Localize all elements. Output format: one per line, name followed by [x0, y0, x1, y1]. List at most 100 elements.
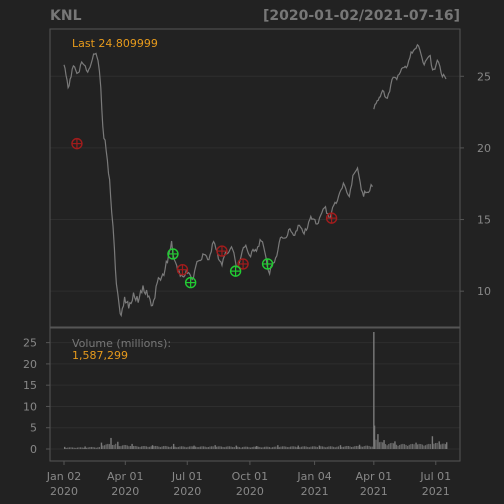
volume-bar [111, 444, 114, 449]
volume-bar [346, 445, 348, 449]
volume-bar [190, 446, 192, 449]
x-tick-year-label: 2020 [111, 485, 139, 498]
volume-bar [248, 447, 250, 449]
volume-bar [299, 447, 301, 449]
volume-bar [75, 447, 77, 449]
volume-bar [90, 446, 93, 449]
volume-bar [214, 445, 216, 449]
volume-bar [216, 446, 218, 449]
volume-bar [440, 444, 442, 449]
volume-bar [238, 447, 240, 449]
volume-bar [115, 443, 117, 449]
volume-bar [391, 442, 393, 449]
volume-bar [329, 446, 332, 449]
volume-bar [378, 442, 381, 449]
volume-bar [254, 446, 256, 449]
volume-bar [156, 446, 158, 449]
volume-bar [210, 446, 213, 449]
volume-bar [193, 445, 195, 449]
volume-bar [259, 446, 261, 449]
volume-bar [436, 442, 438, 449]
volume-bar [321, 446, 324, 449]
volume-y-axis: 0 5 10 15 20 25 [23, 337, 50, 456]
volume-bar [139, 446, 141, 449]
volume-bar [278, 447, 280, 449]
volume-bar [125, 444, 127, 449]
volume-bar [212, 446, 214, 449]
volume-bar [83, 447, 85, 449]
volume-bar [318, 445, 321, 449]
volume-bar [320, 446, 322, 449]
price-panel [49, 28, 461, 328]
volume-bar [424, 445, 427, 449]
volume-bar [240, 447, 242, 449]
volume-value-label: 1,587,299 [72, 349, 128, 362]
volume-bar [444, 444, 447, 449]
volume-bar [270, 447, 272, 449]
volume-bar [182, 446, 184, 449]
volume-bar [300, 446, 302, 449]
volume-bar [373, 425, 376, 449]
volume-bar [371, 446, 373, 449]
x-tick-label: Jul 01 [419, 470, 451, 483]
volume-bar [225, 446, 227, 449]
volume-bar [334, 447, 336, 449]
volume-bar [288, 447, 290, 449]
volume-bar [433, 443, 435, 449]
volume-tick-label: 15 [23, 379, 37, 392]
volume-bar [408, 444, 410, 449]
volume-bar [100, 442, 103, 449]
volume-bar [358, 444, 361, 449]
volume-bar [373, 332, 375, 449]
volume-bar [418, 443, 420, 449]
volume-bar [220, 446, 223, 449]
x-tick-year-label: 2021 [360, 485, 388, 498]
price-tick-label: 10 [477, 285, 491, 298]
volume-bar [283, 446, 285, 449]
volume-bar [142, 445, 144, 449]
volume-bar [392, 443, 395, 449]
volume-bar [366, 445, 369, 449]
volume-bar [337, 446, 340, 449]
volume-bar [98, 447, 101, 449]
volume-bar [166, 446, 168, 449]
volume-bar [137, 446, 140, 449]
volume-bar [303, 446, 306, 449]
volume-bar [291, 446, 293, 449]
volume-bar [296, 447, 298, 449]
volume-bar [95, 447, 97, 449]
volume-bar [260, 447, 263, 449]
volume-bar [350, 446, 353, 449]
volume-tick-label: 20 [23, 358, 37, 371]
x-tick-year-label: 2020 [50, 485, 78, 498]
volume-bar [383, 440, 385, 449]
volume-bar [187, 446, 189, 449]
volume-bar [72, 447, 74, 449]
volume-bar [415, 442, 417, 449]
volume-bar [163, 446, 165, 449]
volume-bar [196, 447, 198, 449]
volume-bar [206, 447, 208, 449]
volume-tick-label: 0 [30, 443, 37, 456]
volume-bar [421, 444, 423, 449]
x-tick-label: Jan 04 [296, 470, 331, 483]
volume-bar [326, 446, 328, 449]
volume-panel [49, 327, 461, 462]
volume-bar [377, 434, 379, 449]
volume-bar [313, 446, 315, 449]
volume-bar [411, 443, 414, 449]
volume-bar [267, 446, 269, 449]
chart-date-range: [2020-01-02/2021-07-16] [263, 8, 460, 24]
volume-bar [416, 444, 419, 449]
volume-bar [428, 443, 430, 449]
volume-bar [277, 445, 279, 449]
volume-bar [333, 446, 335, 449]
volume-bar [89, 447, 91, 449]
volume-bar [188, 446, 191, 449]
volume-bar [272, 447, 274, 449]
volume-bar [311, 446, 314, 449]
volume-bar [204, 446, 206, 449]
x-tick-label: Jan 02 [46, 470, 81, 483]
volume-bar [257, 446, 259, 449]
